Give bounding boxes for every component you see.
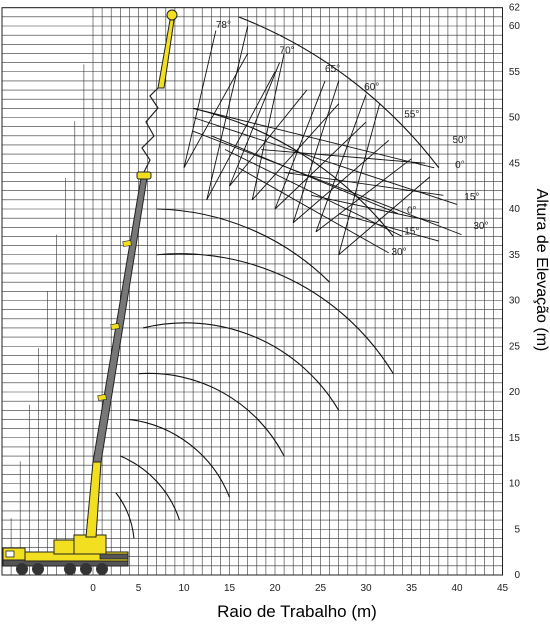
x-axis-label: Raio de Trabalho (m) (217, 602, 377, 621)
jib-line (206, 71, 276, 201)
y-tick-label: 40 (509, 204, 521, 215)
radius-arc (138, 372, 285, 457)
radius-arc (142, 322, 340, 411)
x-tick-label: 5 (136, 583, 142, 594)
jib-line (224, 149, 403, 237)
truck-window (5, 550, 15, 558)
jib-line (338, 103, 381, 255)
y-tick-label: 45 (509, 158, 521, 169)
jib-line (274, 121, 367, 210)
x-tick-label: 45 (497, 583, 509, 594)
jib-tip (166, 9, 178, 21)
jib-line (183, 53, 249, 169)
x-tick-label: 40 (451, 583, 463, 594)
y-tick-label: 35 (509, 250, 521, 261)
jib-lines (183, 25, 462, 256)
wheel (80, 563, 92, 575)
jib-line (274, 80, 326, 210)
x-tick-label: 30 (360, 583, 372, 594)
tick-labels: 0 5 10 15 20 25 30 35 40 45 0 5 10 15 20 25 30 35 40 45 50 55… (90, 3, 520, 594)
outrigger (99, 553, 129, 560)
wheel (64, 563, 76, 575)
y-tick-label: 10 (509, 479, 521, 490)
jib-line (292, 80, 340, 223)
radius-arc (120, 455, 180, 521)
jib-line (192, 130, 462, 236)
radius-arcs (115, 16, 440, 539)
plot-frame (1, 7, 503, 576)
angle-label: 15° (404, 227, 419, 238)
boom-band (110, 323, 120, 330)
crane-house (73, 534, 107, 555)
angle-label: 15° (464, 192, 479, 203)
jib-line (238, 167, 389, 254)
jib-line (315, 94, 367, 233)
angle-label: 30° (473, 221, 488, 232)
radius-arc (156, 208, 330, 283)
jib-line (192, 107, 435, 169)
jib-line (206, 25, 249, 200)
angle-label: 55° (404, 110, 419, 121)
y-axis-label: Altura de Elevação (m) (533, 189, 550, 352)
boom-head (136, 171, 152, 180)
x-tick-label: 10 (178, 583, 190, 594)
angle-label: 30° (391, 247, 406, 258)
radius-arc (129, 418, 231, 498)
x-tick-label: 0 (90, 583, 96, 594)
boom-band (122, 240, 132, 247)
angle-labels: 78° 70° 65° 60° 55° 50° 0° 15° 30° 0° 15° 30° (216, 20, 489, 258)
jib-line (261, 149, 426, 164)
y-tick-label: 25 (509, 341, 521, 352)
crane-cab (53, 539, 75, 555)
y-tick-label: 15 (509, 433, 521, 444)
crane-illustration (2, 9, 178, 575)
jib-line (211, 135, 399, 214)
jib-line (292, 140, 390, 224)
y-tick-label: 55 (509, 67, 521, 78)
y-tick-label: 20 (509, 387, 521, 398)
y-tick-label: 30 (509, 296, 521, 307)
radius-arc (156, 253, 394, 374)
boom-base (85, 461, 102, 538)
y-tick-label: 60 (509, 21, 521, 32)
y-tick-label: 62 (509, 3, 521, 14)
jib-line (229, 89, 308, 187)
jib-line (311, 194, 439, 224)
angle-label: 78° (216, 20, 231, 31)
boom-band (97, 394, 107, 401)
radius-arc (192, 107, 394, 237)
jib-line (192, 117, 458, 205)
angle-label: 70° (280, 45, 295, 56)
angle-label: 65° (325, 64, 340, 75)
jib-line (251, 103, 340, 201)
y-tick-label: 50 (509, 113, 521, 124)
angle-label: 0° (455, 160, 465, 171)
jib-line (315, 158, 412, 233)
wheel (96, 563, 108, 575)
jib-line (284, 171, 444, 196)
radius-arc (115, 492, 135, 539)
wheel (32, 563, 44, 575)
jib-line (229, 62, 280, 187)
radius-arc (238, 16, 440, 169)
jib-lattice (141, 83, 163, 173)
x-tick-label: 35 (406, 583, 418, 594)
y-tick-label: 0 (514, 570, 520, 581)
x-tick-label: 15 (224, 583, 236, 594)
jib-line (183, 30, 217, 168)
x-tick-label: 20 (269, 583, 281, 594)
x-tick-label: 25 (315, 583, 327, 594)
y-tick-label: 5 (514, 524, 520, 535)
angle-label: 50° (452, 135, 467, 146)
jib-line (338, 213, 439, 242)
angle-label: 0° (407, 206, 417, 217)
grid (1, 7, 503, 576)
jib-line (338, 176, 430, 256)
angle-label: 60° (364, 82, 379, 93)
wheel (16, 563, 28, 575)
